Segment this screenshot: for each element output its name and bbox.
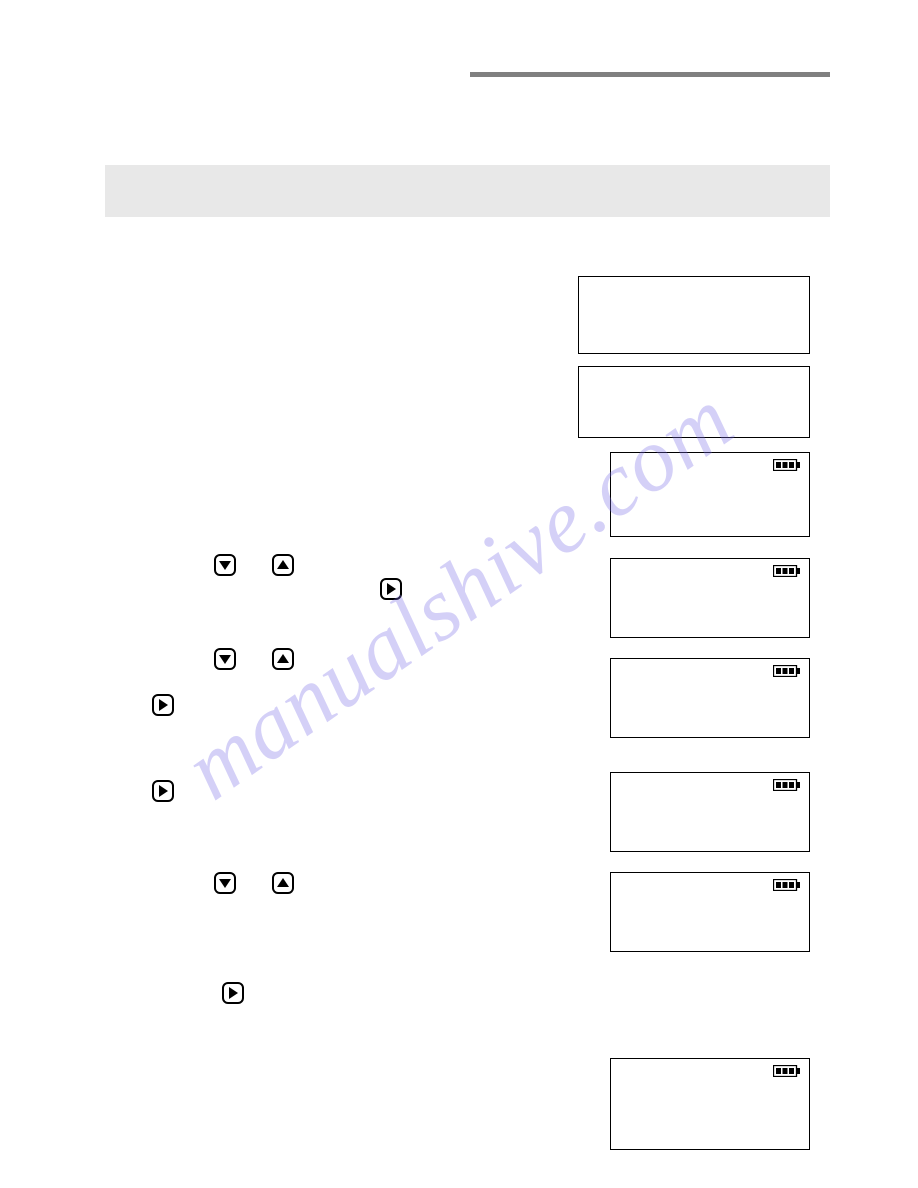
up-arrow-icon [272,648,294,675]
right-arrow-icon [152,780,174,807]
display-box [610,872,810,952]
display-box [610,658,810,738]
display-box [610,772,810,852]
right-arrow-icon [380,578,402,605]
display-box [610,1058,810,1150]
down-arrow-icon [214,872,236,899]
right-arrow-icon [152,694,174,721]
section-heading-band [105,165,830,217]
up-arrow-icon [272,554,294,581]
down-arrow-icon [214,554,236,581]
display-box [610,558,810,638]
display-box [578,366,810,438]
battery-icon [773,565,801,577]
battery-icon [773,1065,801,1077]
right-arrow-icon [222,982,244,1009]
display-box [610,452,810,537]
header-rule [470,72,830,77]
battery-icon [773,779,801,791]
up-arrow-icon [272,872,294,899]
battery-icon [773,459,801,471]
down-arrow-icon [214,648,236,675]
battery-icon [773,879,801,891]
battery-icon [773,665,801,677]
display-box [578,276,810,354]
